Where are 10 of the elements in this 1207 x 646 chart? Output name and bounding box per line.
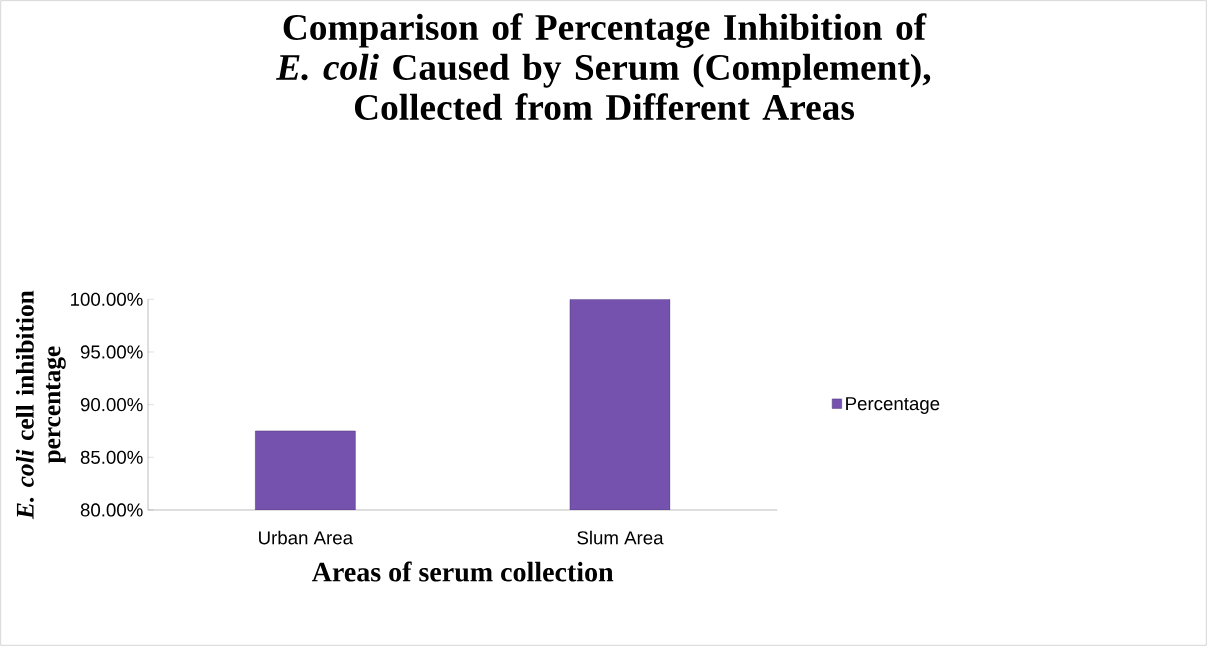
legend-label: Percentage — [846, 397, 940, 414]
x-tick-label: Slum Area — [577, 530, 664, 545]
y-tick-label: 80.00% — [80, 503, 143, 517]
y-tick-label: 95.00% — [80, 345, 143, 359]
y-tick-label: 85.00% — [80, 450, 143, 464]
y-tick-label: 90.00% — [80, 398, 143, 412]
y-tick-label: 100.00% — [71, 292, 143, 306]
chart-title: Comparison of Percentage Inhibition of E. coli Caused by Serum (Complement), Collected from Different Areas — [276, 13, 931, 121]
x-axis-title: Areas of serum collection — [311, 561, 614, 582]
x-tick-label: Urban Area — [259, 530, 354, 545]
